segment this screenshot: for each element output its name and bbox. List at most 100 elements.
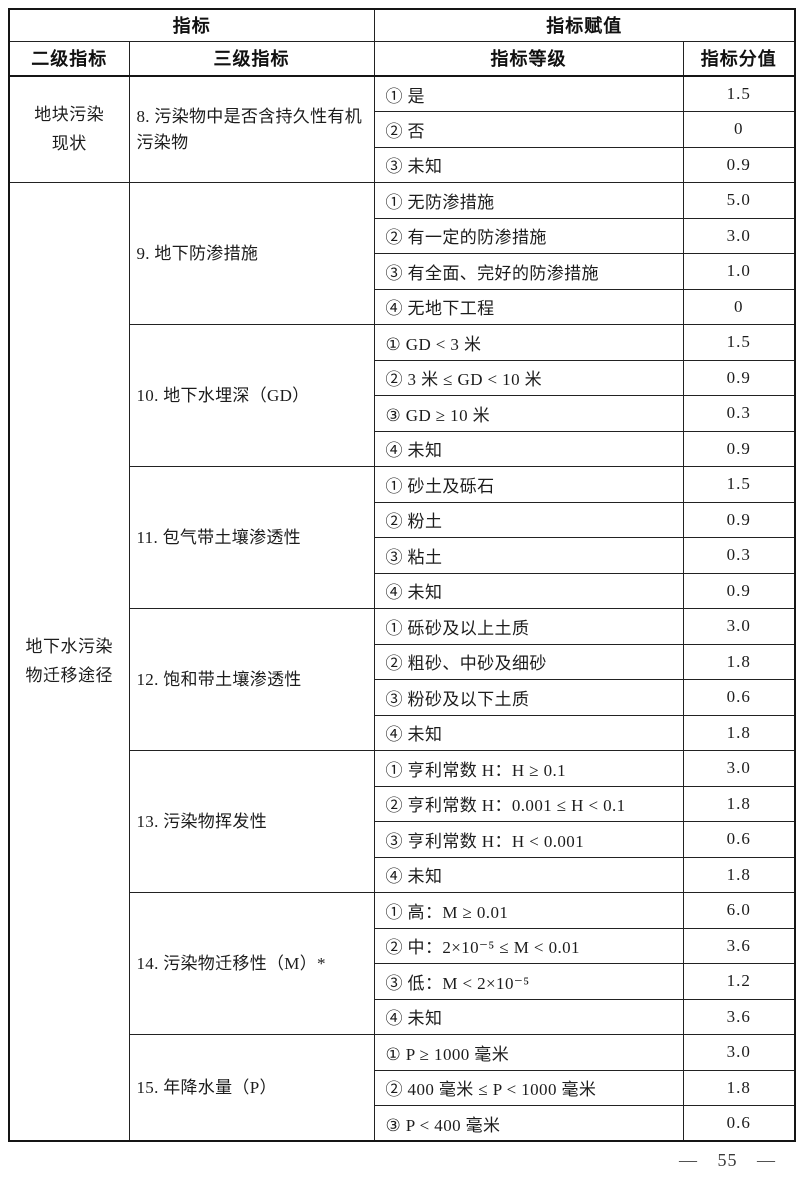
grade-cell: ③ 低：M < 2×10⁻⁵ bbox=[373, 963, 684, 1000]
table-row: ② 粉土 0.9 bbox=[9, 501, 796, 538]
grade-cell: ① 亨利常数 H：H ≥ 0.1 bbox=[373, 750, 684, 787]
table-row: ③ 粉砂及以下土质 0.6 bbox=[9, 679, 796, 716]
grade-cell: ② 粉土 bbox=[373, 501, 684, 538]
grade-cell: ④ 未知 bbox=[373, 572, 684, 609]
grade-cell: ② 有一定的防渗措施 bbox=[373, 217, 684, 254]
score-cell: 1.5 bbox=[682, 466, 796, 503]
level3-indicator-cell: 15. 年降水量（P） bbox=[128, 1034, 375, 1142]
grade-cell: ① GD < 3 米 bbox=[373, 324, 684, 361]
level3-indicator-cell: 8. 污染物中是否含持久性有机污染物 bbox=[128, 75, 375, 183]
score-cell: 0 bbox=[682, 111, 796, 148]
table-row: ② 3 米 ≤ GD < 10 米 0.9 bbox=[9, 359, 796, 396]
table-row: ④ 未知 0.9 bbox=[9, 572, 796, 609]
score-cell: 0.3 bbox=[682, 537, 796, 574]
level3-indicator-cell: 14. 污染物迁移性（M）* bbox=[128, 892, 375, 1035]
header-row-sub: 二级指标 三级指标 指标等级 指标分值 bbox=[8, 40, 796, 77]
header-indicator: 指标 bbox=[8, 8, 375, 42]
grade-cell: ④ 未知 bbox=[373, 998, 684, 1035]
grade-cell: ① 砂土及砾石 bbox=[373, 466, 684, 503]
grade-cell: ④ 未知 bbox=[373, 430, 684, 467]
grade-cell: ② 粗砂、中砂及细砂 bbox=[373, 643, 684, 680]
table-row: ② 亨利常数 H：0.001 ≤ H < 0.1 1.8 bbox=[9, 785, 796, 822]
header-assignment: 指标赋值 bbox=[373, 8, 796, 42]
score-cell: 1.8 bbox=[682, 785, 796, 822]
score-cell: 1.8 bbox=[682, 856, 796, 893]
level2-indicator-cell: 地下水污染 物迁移途径 bbox=[8, 182, 130, 1142]
score-cell: 0.9 bbox=[682, 501, 796, 538]
grade-cell: ④ 未知 bbox=[373, 856, 684, 893]
indicator-table: 指标 指标赋值 二级指标 三级指标 指标等级 指标分值 地块污染 现状 8. 污染… bbox=[8, 8, 796, 1142]
level3-indicator-cell: 9. 地下防渗措施 bbox=[128, 182, 375, 325]
table-row: ② 有一定的防渗措施 3.0 bbox=[9, 217, 796, 254]
grade-cell: ② 否 bbox=[373, 111, 684, 148]
grade-cell: ③ 亨利常数 H：H < 0.001 bbox=[373, 821, 684, 858]
level3-indicator-cell: 11. 包气带土壤渗透性 bbox=[128, 466, 375, 609]
table-row: 15. 年降水量（P） ① P ≥ 1000 毫米 3.0 bbox=[9, 1034, 796, 1142]
score-cell: 0.6 bbox=[682, 1105, 796, 1142]
table-row: 地下水污染 物迁移途径 9. 地下防渗措施 ① 无防渗措施 5.0 bbox=[8, 182, 796, 1142]
grade-cell: ④ 未知 bbox=[373, 714, 684, 751]
header-level2-indicator: 二级指标 bbox=[8, 40, 130, 77]
grade-cell: ② 中：2×10⁻⁵ ≤ M < 0.01 bbox=[373, 927, 684, 964]
score-cell: 5.0 bbox=[682, 182, 796, 219]
score-cell: 1.5 bbox=[682, 324, 796, 361]
grade-cell: ① 高：M ≥ 0.01 bbox=[373, 892, 684, 929]
page-number: — 55 — bbox=[679, 1150, 776, 1170]
table-row: ④ 未知 0.9 bbox=[9, 430, 796, 467]
grade-cell: ③ 有全面、完好的防渗措施 bbox=[373, 253, 684, 290]
table-row: 11. 包气带土壤渗透性 ① 砂土及砾石 1.5 bbox=[9, 466, 796, 609]
grade-cell: ③ GD ≥ 10 米 bbox=[373, 395, 684, 432]
header-level3-indicator: 三级指标 bbox=[128, 40, 375, 77]
score-cell: 0.3 bbox=[682, 395, 796, 432]
table-row: 13. 污染物挥发性 ① 亨利常数 H：H ≥ 0.1 3.0 bbox=[9, 750, 796, 893]
score-cell: 0.9 bbox=[682, 430, 796, 467]
score-cell: 0.6 bbox=[682, 821, 796, 858]
level3-indicator-cell: 12. 饱和带土壤渗透性 bbox=[128, 608, 375, 751]
score-cell: 0.9 bbox=[682, 359, 796, 396]
grade-cell: ③ 未知 bbox=[373, 146, 684, 183]
score-cell: 1.8 bbox=[682, 714, 796, 751]
score-cell: 0.9 bbox=[682, 146, 796, 183]
score-cell: 3.6 bbox=[682, 927, 796, 964]
score-cell: 3.0 bbox=[682, 1034, 796, 1071]
grade-cell: ③ 粘土 bbox=[373, 537, 684, 574]
score-cell: 3.6 bbox=[682, 998, 796, 1035]
table-row: ③ P < 400 毫米 0.6 bbox=[9, 1105, 796, 1142]
score-cell: 1.2 bbox=[682, 963, 796, 1000]
grade-cell: ② 亨利常数 H：0.001 ≤ H < 0.1 bbox=[373, 785, 684, 822]
table-row: 14. 污染物迁移性（M）* ① 高：M ≥ 0.01 6.0 bbox=[9, 892, 796, 1035]
table-row: ② 中：2×10⁻⁵ ≤ M < 0.01 3.6 bbox=[9, 927, 796, 964]
grade-cell: ③ 粉砂及以下土质 bbox=[373, 679, 684, 716]
score-cell: 1.5 bbox=[682, 75, 796, 112]
table-row: 12. 饱和带土壤渗透性 ① 砾砂及以上土质 3.0 bbox=[9, 608, 796, 751]
grade-cell: ② 400 毫米 ≤ P < 1000 毫米 bbox=[373, 1069, 684, 1106]
grade-cell: ② 3 米 ≤ GD < 10 米 bbox=[373, 359, 684, 396]
header-row-top: 指标 指标赋值 bbox=[8, 8, 796, 42]
table-row: 10. 地下水埋深（GD） ① GD < 3 米 1.5 bbox=[9, 324, 796, 467]
score-cell: 3.0 bbox=[682, 217, 796, 254]
table-row: ③ 有全面、完好的防渗措施 1.0 bbox=[9, 253, 796, 290]
score-cell: 3.0 bbox=[682, 608, 796, 645]
score-cell: 6.0 bbox=[682, 892, 796, 929]
score-cell: 0.6 bbox=[682, 679, 796, 716]
level3-indicator-cell: 10. 地下水埋深（GD） bbox=[128, 324, 375, 467]
score-cell: 0.9 bbox=[682, 572, 796, 609]
header-indicator-grade: 指标等级 bbox=[373, 40, 684, 77]
grade-cell: ① 是 bbox=[373, 75, 684, 112]
grade-cell: ① 砾砂及以上土质 bbox=[373, 608, 684, 645]
level3-indicator-cell: 13. 污染物挥发性 bbox=[128, 750, 375, 893]
score-cell: 1.8 bbox=[682, 643, 796, 680]
score-cell: 3.0 bbox=[682, 750, 796, 787]
level2-indicator-cell: 地块污染 现状 bbox=[8, 75, 130, 183]
table-row: ③ GD ≥ 10 米 0.3 bbox=[9, 395, 796, 432]
table-row: ④ 未知 1.8 bbox=[9, 856, 796, 893]
grade-cell: ④ 无地下工程 bbox=[373, 288, 684, 325]
table-row: ④ 未知 1.8 bbox=[9, 714, 796, 751]
header-indicator-score: 指标分值 bbox=[682, 40, 796, 77]
table-row: ③ 低：M < 2×10⁻⁵ 1.2 bbox=[9, 963, 796, 1000]
score-cell: 1.8 bbox=[682, 1069, 796, 1106]
grade-cell: ③ P < 400 毫米 bbox=[373, 1105, 684, 1142]
